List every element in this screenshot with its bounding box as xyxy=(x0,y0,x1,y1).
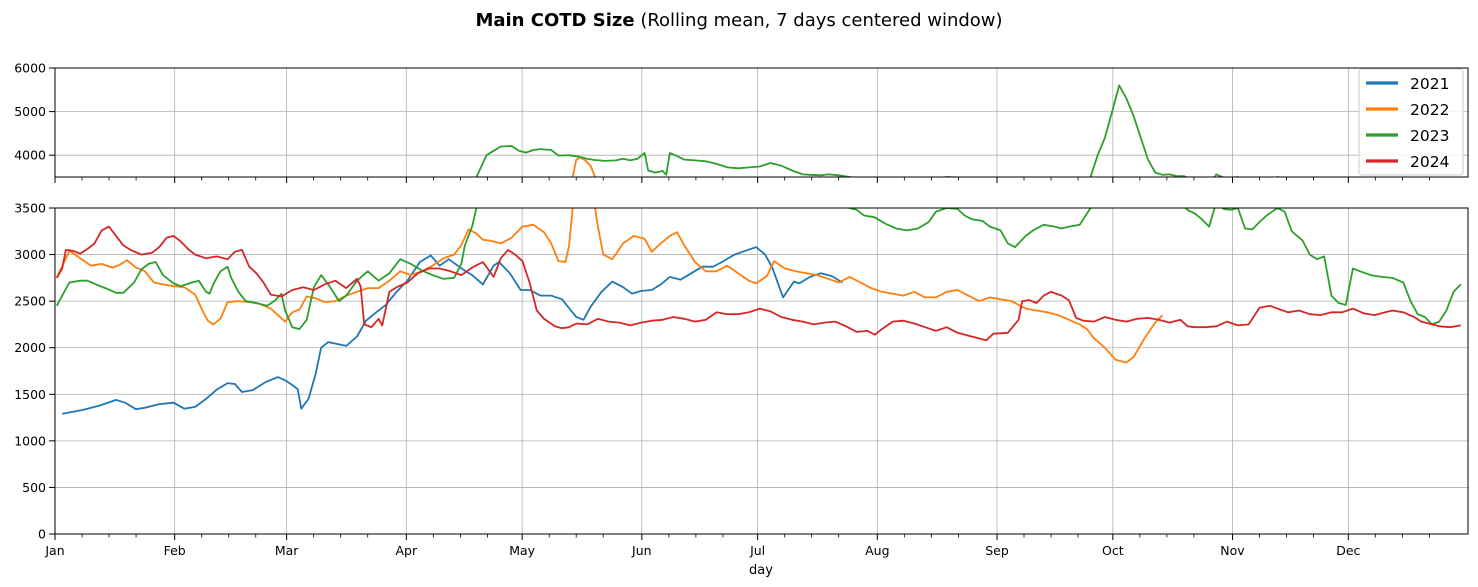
upper-panel-border xyxy=(54,67,1469,178)
x-tick-label: Aug xyxy=(865,543,889,558)
lower-y-ticks: 0 500 1000 1500 2000 2500 3000 3500 xyxy=(14,201,55,542)
lower-y-tick-label: 1000 xyxy=(14,433,46,448)
series-line-upper-2023 xyxy=(475,84,1282,177)
lower-panel: 0 500 1000 1500 2000 2500 3000 3500 xyxy=(14,201,1469,542)
upper-y-ticks: 4000 5000 6000 xyxy=(14,61,55,163)
x-tick-label: May xyxy=(509,543,535,558)
x-tick-label: Nov xyxy=(1220,543,1245,558)
lower-panel-frame xyxy=(55,208,1468,534)
upper-series-lines xyxy=(475,84,1282,177)
legend: 2021 2022 2023 2024 xyxy=(1358,68,1464,176)
series-line-upper-2022 xyxy=(571,156,596,177)
lower-y-tick-label: 2500 xyxy=(14,294,46,309)
x-axis-label: day xyxy=(749,563,773,578)
series-line-lower-2022 xyxy=(55,208,1164,364)
series-line-lower-2023 xyxy=(56,208,1462,331)
x-tick-label: Apr xyxy=(396,543,418,558)
upper-y-tick-label: 4000 xyxy=(14,148,46,163)
x-tick-label: Oct xyxy=(1102,543,1124,558)
lower-y-tick-label: 1500 xyxy=(14,387,46,402)
x-tick-label: Jul xyxy=(749,543,765,558)
legend-items: 2021 2022 2023 2024 xyxy=(1366,75,1449,171)
lower-y-tick-label: 500 xyxy=(22,480,46,495)
legend-label-2024: 2024 xyxy=(1410,153,1449,171)
chart-title: Main COTD Size (Rolling mean, 7 days cen… xyxy=(475,10,1002,31)
lower-y-tick-label: 0 xyxy=(38,527,46,542)
upper-y-tick-label: 6000 xyxy=(14,61,46,76)
upper-panel-frame xyxy=(55,68,1468,177)
chart-title-bold: Main COTD Size xyxy=(475,10,634,31)
lower-panel-border xyxy=(54,207,1469,535)
upper-panel: 4000 5000 6000 xyxy=(14,61,1469,178)
series-line-lower-2024 xyxy=(56,225,1461,342)
legend-label-2021: 2021 xyxy=(1410,75,1449,93)
lower-y-tick-label: 2000 xyxy=(14,340,46,355)
lower-y-tick-label: 3000 xyxy=(14,247,46,262)
x-tick-label: Dec xyxy=(1336,543,1360,558)
x-tick-label: Jun xyxy=(631,543,652,558)
x-tick-label: Sep xyxy=(985,543,1009,558)
x-tick-label: Jan xyxy=(44,543,64,558)
chart-title-normal: (Rolling mean, 7 days centered window) xyxy=(635,10,1003,31)
legend-box xyxy=(1358,68,1464,176)
lower-series-lines xyxy=(55,208,1462,415)
legend-label-2023: 2023 xyxy=(1410,127,1449,145)
series-line-lower-2021 xyxy=(62,246,843,415)
legend-label-2022: 2022 xyxy=(1410,101,1449,119)
x-axis-ticks: Jan Feb Mar Apr May Jun Jul Aug Sep Oct Nov Dec xyxy=(44,177,1430,558)
x-tick-label: Feb xyxy=(164,543,186,558)
lower-y-tick-label: 3500 xyxy=(14,201,46,216)
x-tick-label: Mar xyxy=(275,543,299,558)
upper-y-tick-label: 5000 xyxy=(14,104,46,119)
